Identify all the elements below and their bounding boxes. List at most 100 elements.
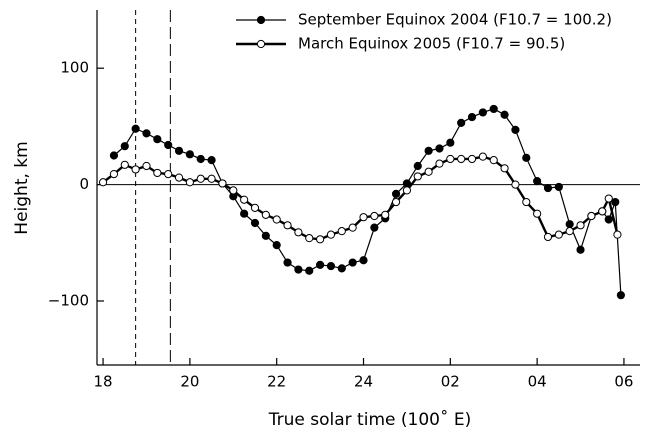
- data-point: [402, 186, 412, 195]
- data-point: [185, 150, 194, 159]
- data-point: [316, 260, 325, 270]
- data-point: [446, 138, 455, 147]
- data-point: [196, 174, 205, 183]
- data-point: [467, 112, 477, 122]
- legend-label: March Equinox 2005 (F10.7 = 90.5): [298, 35, 565, 53]
- y-tick-label: 0: [79, 175, 89, 193]
- x-tick-label: 18: [94, 373, 113, 391]
- y-axis-label: Height, km: [12, 141, 32, 234]
- data-point: [153, 135, 162, 144]
- data-point: [326, 261, 336, 271]
- data-point: [283, 221, 292, 230]
- data-point: [348, 258, 357, 267]
- legend-marker: [256, 39, 266, 49]
- data-point: [500, 110, 509, 119]
- data-point: [616, 291, 626, 300]
- data-point: [359, 256, 368, 265]
- data-point: [522, 197, 531, 207]
- x-tick-label: 04: [528, 373, 547, 391]
- data-point: [185, 178, 194, 187]
- y-tick-label: 100: [60, 59, 89, 77]
- data-point: [543, 183, 553, 193]
- data-point: [598, 207, 607, 216]
- data-point: [435, 144, 444, 153]
- data-point: [554, 182, 563, 192]
- x-tick-label: 22: [267, 373, 286, 391]
- data-point: [533, 176, 542, 186]
- data-point: [261, 210, 270, 219]
- data-point: [98, 178, 108, 187]
- data-point: [261, 231, 270, 240]
- y-tick-label: −100: [48, 291, 89, 309]
- data-point: [381, 210, 390, 219]
- data-point: [613, 230, 622, 239]
- data-point: [359, 213, 368, 222]
- data-point: [500, 164, 509, 173]
- data-point: [467, 154, 477, 164]
- data-point: [489, 156, 498, 165]
- data-point: [272, 215, 281, 224]
- data-point: [174, 146, 184, 155]
- data-point: [391, 189, 401, 199]
- legend-label: September Equinox 2004 (F10.7 = 100.2): [298, 11, 612, 29]
- data-point: [164, 170, 173, 179]
- data-point: [316, 235, 325, 244]
- data-point: [348, 223, 357, 232]
- data-point: [305, 266, 314, 275]
- data-point: [457, 154, 466, 164]
- data-point: [240, 195, 249, 204]
- data-point: [294, 265, 303, 274]
- data-point: [565, 220, 574, 229]
- data-point: [337, 264, 346, 273]
- data-point: [229, 186, 238, 195]
- data-point: [337, 227, 346, 236]
- legend-marker: [256, 15, 266, 25]
- data-point: [576, 221, 585, 230]
- data-point: [283, 258, 292, 267]
- x-axis-label: True solar time (100˚ E): [268, 409, 471, 430]
- data-point: [305, 234, 314, 243]
- data-point: [109, 170, 119, 179]
- data-point: [294, 228, 303, 237]
- data-point: [142, 161, 151, 171]
- data-point: [511, 125, 520, 134]
- data-point: [131, 124, 140, 133]
- data-point: [533, 209, 542, 218]
- data-point: [489, 104, 498, 114]
- data-point: [240, 209, 249, 218]
- data-point: [207, 156, 216, 165]
- series-line: [113, 108, 622, 296]
- data-point: [478, 108, 487, 117]
- data-point: [109, 151, 119, 160]
- data-point: [370, 211, 379, 221]
- data-point: [272, 241, 281, 250]
- data-point: [604, 215, 613, 224]
- data-point: [511, 180, 520, 189]
- data-point: [611, 197, 620, 207]
- data-point: [207, 174, 216, 183]
- data-point: [424, 167, 433, 176]
- data-point: [604, 194, 613, 203]
- data-point: [478, 152, 487, 161]
- data-point: [250, 203, 260, 212]
- data-point: [587, 211, 596, 221]
- data-point: [120, 142, 129, 151]
- x-tick-label: 20: [180, 373, 199, 391]
- data-point: [326, 230, 336, 239]
- x-tick-label: 02: [441, 373, 460, 391]
- data-point: [142, 129, 151, 138]
- data-point: [413, 161, 422, 171]
- data-point: [174, 173, 184, 182]
- data-point: [250, 218, 260, 228]
- data-point: [413, 172, 422, 181]
- data-point: [120, 160, 129, 169]
- data-point: [457, 118, 466, 128]
- data-point: [370, 223, 379, 232]
- x-tick-label: 24: [354, 373, 373, 391]
- data-point: [131, 165, 140, 174]
- data-point: [196, 154, 205, 164]
- data-point: [522, 153, 531, 162]
- data-point: [554, 230, 563, 239]
- data-point: [446, 154, 455, 164]
